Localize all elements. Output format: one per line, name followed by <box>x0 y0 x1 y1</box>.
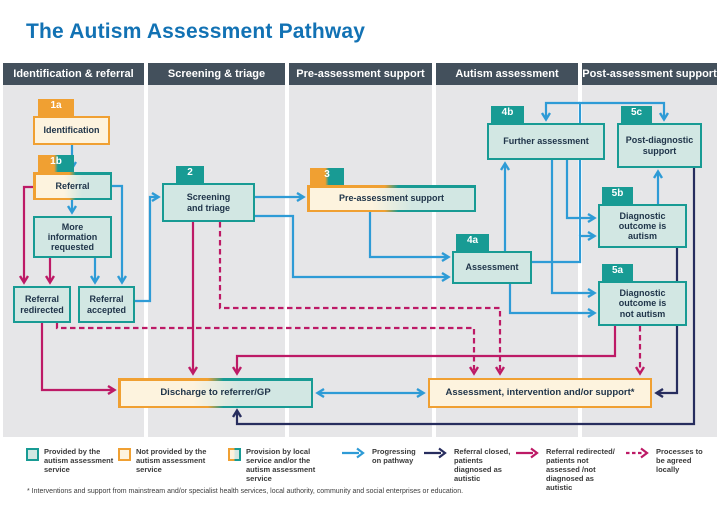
legend-not-provided-by-service: Not provided by the autism assessment se… <box>118 447 208 474</box>
gradient-box-swatch <box>228 448 241 461</box>
node-label: Screening and triage <box>186 192 231 213</box>
legend-provided-by-service: Provided by the autism assessment servic… <box>26 447 116 474</box>
node-diagnostic-outcome-is-autism: Diagnostic outcome is autism <box>598 204 687 248</box>
node-label: Assessment, intervention and/or support* <box>445 386 635 398</box>
legend-progressing-on-pathway: Progressing on pathway <box>341 447 424 465</box>
node-identification: Identification <box>33 116 110 145</box>
node-label: Post-diagnostic support <box>625 135 694 156</box>
node-referral: Referral <box>33 172 112 200</box>
teal-box-swatch <box>26 448 39 461</box>
column-header-autism-assessment: Autism assessment <box>436 63 578 85</box>
node-assessment-intervention-support: Assessment, intervention and/or support* <box>428 378 652 408</box>
node-further-assessment: Further assessment <box>487 123 605 160</box>
node-referral-redirected: Referral redirected <box>13 286 71 323</box>
navy-arrow-icon <box>424 447 447 459</box>
legend-provision-local-service: Provision by local service and/or the au… <box>228 447 334 483</box>
tag-1b: 1b <box>38 155 74 174</box>
node-label: Identification <box>43 125 100 136</box>
node-label: Referral accepted <box>86 294 127 315</box>
column-header-identification-referral: Identification & referral <box>3 63 144 85</box>
node-label: Pre-assessment support <box>338 193 445 204</box>
legend-processes-agreed-locally: Processes to be agreed locally <box>625 447 704 474</box>
legend-referral-redirected: Referral redirected/ patients not assess… <box>515 447 622 492</box>
column-header-pre-assessment: Pre-assessment support <box>289 63 432 85</box>
footnote: * Interventions and support from mainstr… <box>27 488 464 495</box>
tag-1a: 1a <box>38 99 74 118</box>
node-discharge-to-referrer-gp: Discharge to referrer/GP <box>118 378 313 408</box>
node-post-diagnostic-support: Post-diagnostic support <box>617 123 702 168</box>
magenta-arrow-icon <box>516 447 539 459</box>
node-label: Further assessment <box>503 136 589 147</box>
node-label: Referral redirected <box>20 294 64 315</box>
magenta-dashed-arrow-icon <box>626 447 649 459</box>
node-label: More information requested <box>47 221 98 253</box>
node-diagnostic-outcome-is-not-autism: Diagnostic outcome is not autism <box>598 281 687 326</box>
blue-arrow-icon <box>342 447 365 459</box>
column-header-screening-triage: Screening & triage <box>148 63 285 85</box>
node-label: Diagnostic outcome is autism <box>618 210 667 242</box>
column-header-post-assessment: Post-assessment support <box>582 63 717 85</box>
legend-referral-closed: Referral closed, patients diagnosed as a… <box>423 447 514 483</box>
node-assessment: Assessment <box>452 251 532 284</box>
node-label: Discharge to referrer/GP <box>160 386 271 398</box>
node-pre-assessment-support: Pre-assessment support <box>307 185 476 212</box>
tag-4b: 4b <box>491 106 524 125</box>
node-referral-accepted: Referral accepted <box>78 286 135 323</box>
node-screening-and-triage: Screening and triage <box>162 183 255 222</box>
page-title: The Autism Assessment Pathway <box>26 20 366 43</box>
node-more-information-requested: More information requested <box>33 216 112 258</box>
node-label: Diagnostic outcome is not autism <box>618 288 667 319</box>
orange-box-swatch <box>118 448 131 461</box>
node-label: Referral <box>55 180 90 191</box>
node-label: Assessment <box>465 262 519 273</box>
tag-2: 2 <box>176 166 204 185</box>
